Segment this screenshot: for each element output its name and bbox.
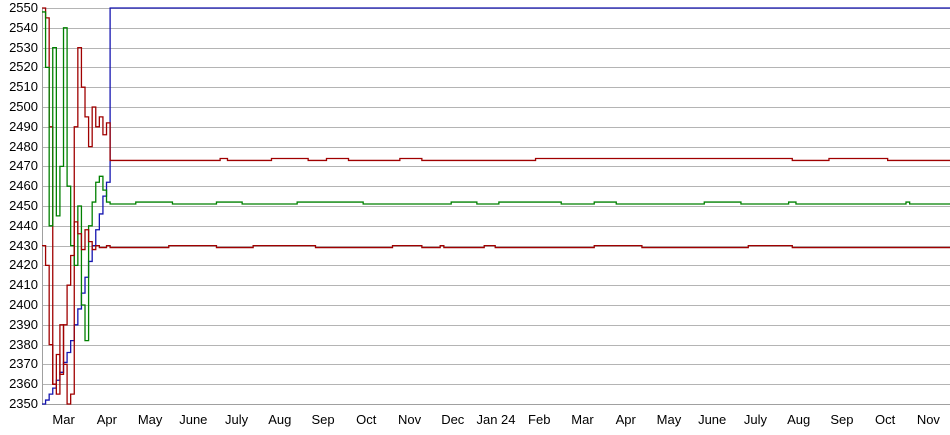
gridlines xyxy=(42,8,950,405)
y-tick-label: 2470 xyxy=(9,158,38,174)
x-tick-label: Sep xyxy=(830,412,854,427)
y-tick-label: 2400 xyxy=(9,297,38,312)
x-tick-label: Mar xyxy=(52,412,75,427)
series-line-red-lower xyxy=(42,221,950,385)
series-line-green xyxy=(42,11,950,342)
x-tick-label: Nov xyxy=(397,412,422,427)
x-tick-label: Sep xyxy=(311,412,335,427)
y-tick-label: 2520 xyxy=(9,59,38,75)
x-tick-label: May xyxy=(137,412,163,427)
x-tick-label: June xyxy=(179,412,208,427)
y-tick-label: 2540 xyxy=(9,19,38,35)
y-tick-label: 2530 xyxy=(9,39,38,55)
x-tick-label: Mar xyxy=(571,412,594,427)
y-tick-label: 2420 xyxy=(9,257,38,273)
x-tick-label: Aug xyxy=(787,412,811,427)
y-tick-label: 2440 xyxy=(9,217,38,233)
x-tick-label: July xyxy=(225,412,249,427)
y-tick-label: 2500 xyxy=(9,99,38,114)
y-tick-label: 2360 xyxy=(9,376,38,392)
x-tick-label: Aug xyxy=(268,412,292,427)
series-line-blue xyxy=(42,7,950,405)
x-tick-label: July xyxy=(743,412,767,427)
y-tick-label: 2460 xyxy=(9,178,38,194)
x-tick-label: Dec xyxy=(441,412,465,427)
y-tick-label: 2390 xyxy=(9,316,38,332)
y-tick-label: 2480 xyxy=(9,138,38,154)
y-tick-label: 2380 xyxy=(9,336,38,352)
x-tick-label: Feb xyxy=(528,412,551,427)
y-tick-label: 2410 xyxy=(9,277,38,293)
series-lines xyxy=(42,7,950,405)
y-tick-label: 2370 xyxy=(9,356,38,372)
y-tick-label: 2490 xyxy=(9,118,38,134)
series-line-red-upper xyxy=(42,7,950,405)
x-tick-label: Apr xyxy=(96,412,117,427)
x-tick-label: June xyxy=(698,412,727,427)
y-tick-label: 2550 xyxy=(9,0,38,15)
axis-lines xyxy=(42,8,950,405)
y-tick-label: 2430 xyxy=(9,237,38,253)
x-tick-label: Jan 24 xyxy=(476,412,516,427)
x-tick-label: Oct xyxy=(356,412,377,427)
y-tick-label: 2350 xyxy=(9,396,38,411)
x-tick-label: Apr xyxy=(615,412,636,427)
x-tick-label: Oct xyxy=(875,412,896,427)
x-tick-label: May xyxy=(656,412,682,427)
y-tick-label: 2510 xyxy=(9,79,38,95)
y-tick-label: 2450 xyxy=(9,198,38,213)
x-tick-label: Nov xyxy=(916,412,940,427)
